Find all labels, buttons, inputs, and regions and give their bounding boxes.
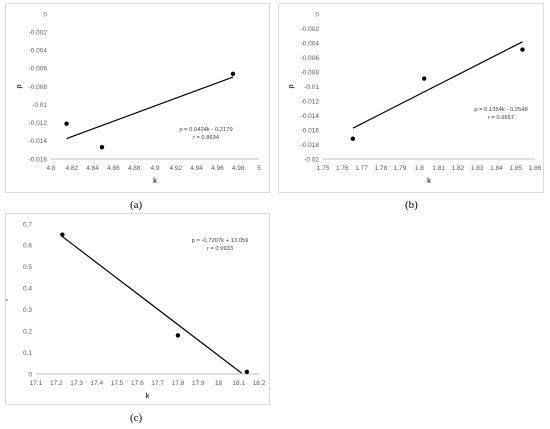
y-tick-label: 0.5 (23, 264, 32, 271)
data-point (421, 76, 427, 81)
caption-c: (c) (130, 412, 143, 424)
data-point (175, 333, 181, 338)
y-tick-label: -0.012 (301, 98, 320, 105)
x-tick-label: 4.98 (232, 165, 245, 172)
y-tick-label: -0.02 (304, 156, 319, 163)
y-tick-label: -0.016 (301, 127, 320, 134)
x-axis-title: k (146, 393, 150, 400)
y-tick-label: 0 (28, 371, 32, 378)
y-tick-label: 0.3 (23, 307, 32, 314)
chart-b: 1.75 1.76 1.77 1.78 1.79 1.8 1.81 1.82 1.83 1.84 1… (288, 11, 542, 185)
y-tick-label: -0.008 (301, 69, 320, 76)
y-tick-label: -0.002 (301, 26, 320, 33)
x-tick-label: 4.82 (65, 165, 78, 172)
chart-panel-a: 4.8 4.82 4.84 4.86 4.88 4.9 4.92 4.94 4.96 4.98 5 0… (5, 3, 270, 193)
x-tick-label: 5 (257, 165, 261, 172)
x-tick-label: 18.1 (232, 380, 245, 387)
y-tick-label: -0.014 (301, 113, 320, 120)
x-tick-label: 4.8 (46, 165, 55, 172)
x-tick-label: 1.86 (529, 165, 542, 172)
x-tick-label: 1.77 (355, 165, 368, 172)
x-axis-title: k (153, 178, 157, 185)
y-tick-label: -0.004 (29, 48, 48, 55)
chart-c: 17.1 17.2 17.3 17.4 17.5 17.6 17.7 17.8 17.9 18 18… (6, 221, 266, 400)
data-point (99, 145, 105, 150)
data-point (520, 47, 525, 52)
data-point (64, 121, 69, 126)
caption-b: (b) (405, 199, 418, 211)
correlation-label: r = 0.9933 (207, 246, 233, 252)
caption-a: (a) (130, 199, 143, 211)
y-tick-label: -0.004 (301, 40, 320, 47)
data-point (350, 136, 356, 141)
y-axis-title: p (288, 84, 295, 88)
x-tick-label: 4.88 (128, 165, 141, 172)
correlation-label: r = 0.8634 (193, 135, 220, 141)
x-tick-label: 1.8 (415, 165, 424, 172)
y-tick-label: 0 (315, 11, 319, 18)
data-point (60, 232, 65, 237)
x-tick-label: 17.7 (151, 380, 164, 387)
y-tick-label: 0.6 (23, 243, 32, 250)
x-axis-title: k (427, 178, 431, 185)
y-tick-label: -0.006 (29, 66, 48, 73)
x-tick-label: 17.8 (172, 380, 185, 387)
x-tick-label: 4.9 (150, 165, 159, 172)
chart-panel-b: 1.75 1.76 1.77 1.78 1.79 1.8 1.81 1.82 1.83 1.84 1… (278, 3, 544, 193)
trendline-equation: p = -0.7207k + 13.059 (192, 238, 249, 244)
x-tick-label: 18 (215, 380, 223, 387)
y-tick-label: -0.006 (301, 55, 320, 62)
y-tick-label: -0.008 (29, 84, 48, 91)
x-tick-label: 17.4 (90, 380, 103, 387)
x-tick-label: 18.2 (253, 380, 266, 387)
x-tick-label: 4.86 (107, 165, 120, 172)
y-tick-label: -0.018 (301, 142, 320, 149)
x-tick-label: 1.84 (490, 165, 503, 172)
x-tick-label: 17.6 (131, 380, 144, 387)
y-tick-label: 0.7 (23, 221, 32, 228)
x-tick-label: 4.96 (211, 165, 224, 172)
chart-panel-c: 17.1 17.2 17.3 17.4 17.5 17.6 17.7 17.8 17.9 18 18… (5, 213, 270, 405)
y-tick-label: 0 (43, 11, 47, 18)
x-tick-label: 1.81 (432, 165, 445, 172)
trendline-equation: p = 0.1354k - 0.2548 (474, 107, 527, 113)
y-axis-title: p (6, 297, 8, 301)
x-tick-label: 1.82 (452, 165, 465, 172)
x-tick-label: 1.79 (394, 165, 407, 172)
y-tick-label: -0.014 (29, 138, 48, 145)
trendline-equation: p = 0.0424k - 0.2179 (179, 127, 232, 133)
x-tick-label: 4.94 (190, 165, 203, 172)
y-axis-title: p (16, 84, 23, 88)
x-tick-label: 17.3 (70, 380, 83, 387)
data-point (244, 369, 250, 375)
y-tick-label: 0.4 (23, 286, 32, 293)
y-tick-label: 0.2 (23, 328, 32, 335)
trendline (352, 41, 523, 129)
x-tick-label: 17.1 (30, 380, 43, 387)
data-point (230, 71, 236, 77)
y-tick-label: -0.012 (29, 120, 48, 127)
trendline (66, 76, 234, 140)
x-tick-label: 4.84 (86, 165, 99, 172)
trendline (61, 236, 242, 374)
x-tick-label: 17.9 (192, 380, 205, 387)
y-tick-label: -0.016 (29, 156, 48, 163)
x-tick-label: 1.75 (317, 165, 330, 172)
y-tick-label: 0.1 (23, 350, 32, 357)
correlation-label: r = 0.9657 (488, 115, 514, 121)
x-tick-label: 17.5 (111, 380, 124, 387)
x-tick-label: 1.85 (509, 165, 522, 172)
y-tick-label: -0.01 (32, 102, 47, 109)
x-tick-label: 4.92 (169, 165, 182, 172)
x-tick-label: 17.2 (50, 380, 63, 387)
x-tick-label: 1.78 (374, 165, 387, 172)
y-tick-label: -0.002 (29, 29, 48, 36)
x-tick-label: 1.76 (336, 165, 349, 172)
chart-a: 4.8 4.82 4.84 4.86 4.88 4.9 4.92 4.94 4.96 4.98 5 0… (16, 11, 261, 185)
y-tick-label: -0.01 (304, 84, 319, 91)
x-tick-label: 1.83 (471, 165, 484, 172)
